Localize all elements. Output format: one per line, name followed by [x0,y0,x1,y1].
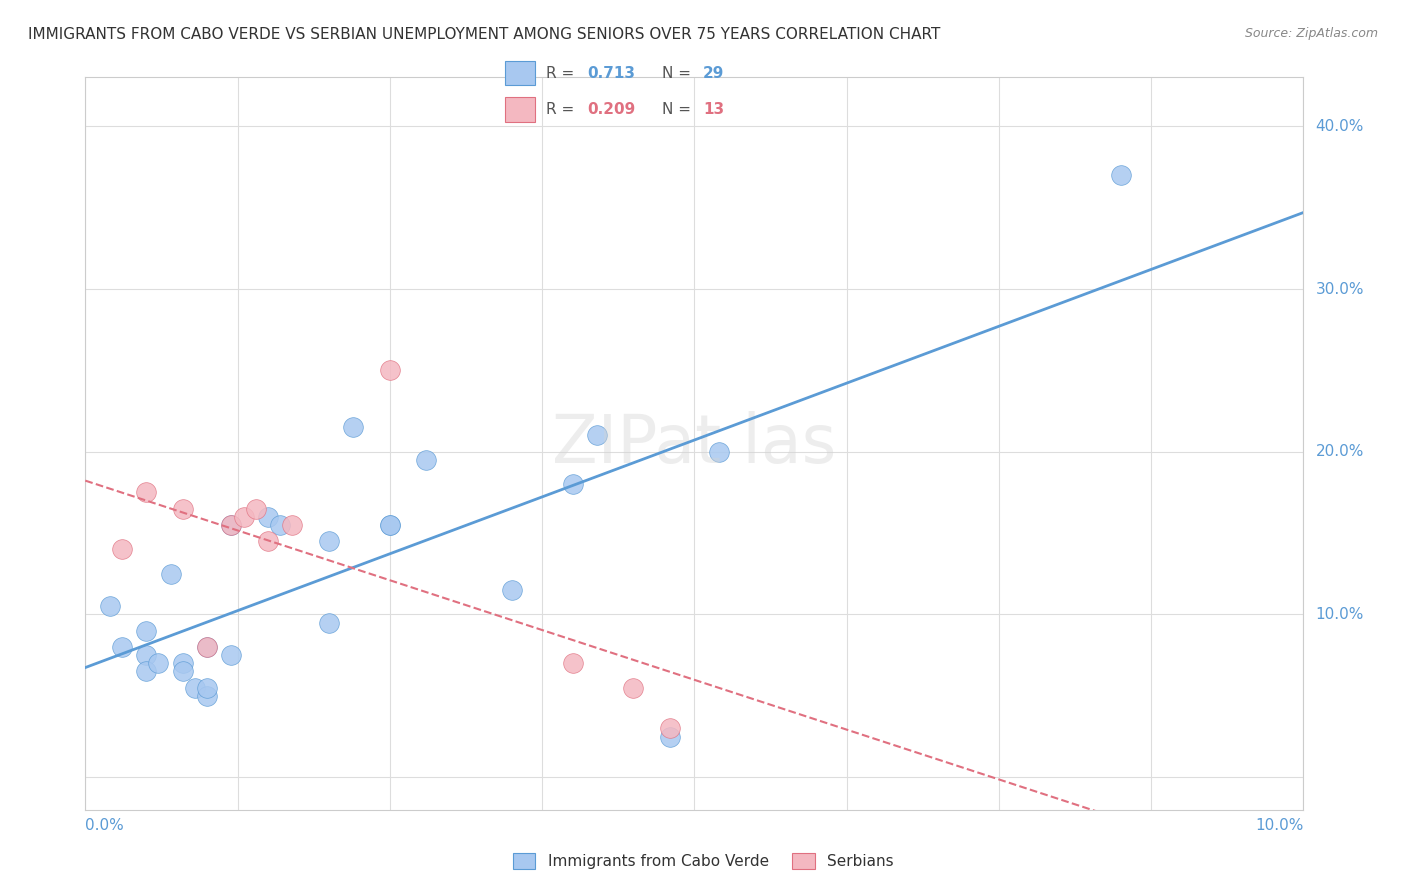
Point [245,501,267,516]
Point [659,722,682,736]
Point [135,624,157,638]
Point [135,485,157,500]
Point [159,566,181,581]
Point [342,420,364,434]
Point [221,648,243,662]
Point [378,518,401,533]
Text: 0.209: 0.209 [588,102,636,117]
Text: 13: 13 [703,102,724,117]
Point [135,648,157,662]
Point [257,534,280,549]
Point [659,730,682,744]
Point [221,518,243,533]
Point [378,363,401,377]
Point [269,518,291,533]
Point [501,583,523,598]
Text: 0.713: 0.713 [588,66,636,81]
Point [561,477,583,491]
Point [257,509,280,524]
Point [135,665,157,679]
Text: 20.0%: 20.0% [1316,444,1364,459]
Point [221,518,243,533]
Point [318,534,340,549]
Point [378,518,401,533]
Point [707,444,730,458]
Point [172,501,194,516]
Point [98,599,121,614]
Text: 0.0%: 0.0% [86,818,124,833]
Text: R =: R = [547,66,579,81]
Point [561,657,583,671]
Text: 30.0%: 30.0% [1316,282,1364,296]
Text: N =: N = [661,66,696,81]
Point [195,689,218,703]
Point [148,657,170,671]
Point [172,657,194,671]
Point [111,542,134,557]
Point [195,640,218,654]
Point [415,453,437,467]
Text: 40.0%: 40.0% [1316,119,1364,134]
Text: R =: R = [547,102,579,117]
Point [1109,168,1132,182]
Text: 10.0%: 10.0% [1316,607,1364,622]
Point [586,428,609,442]
Text: ZIPat las: ZIPat las [553,410,837,476]
Text: N =: N = [661,102,696,117]
Point [281,518,304,533]
Point [623,681,645,695]
Point [195,640,218,654]
Point [318,615,340,630]
Point [232,509,254,524]
Text: Source: ZipAtlas.com: Source: ZipAtlas.com [1244,27,1378,40]
FancyBboxPatch shape [505,62,534,86]
Text: 29: 29 [703,66,724,81]
Point [184,681,207,695]
Text: 10.0%: 10.0% [1256,818,1303,833]
FancyBboxPatch shape [505,97,534,122]
Point [111,640,134,654]
Text: IMMIGRANTS FROM CABO VERDE VS SERBIAN UNEMPLOYMENT AMONG SENIORS OVER 75 YEARS C: IMMIGRANTS FROM CABO VERDE VS SERBIAN UN… [28,27,941,42]
Point [195,681,218,695]
Legend: Immigrants from Cabo Verde, Serbians: Immigrants from Cabo Verde, Serbians [506,847,900,875]
Point [172,665,194,679]
